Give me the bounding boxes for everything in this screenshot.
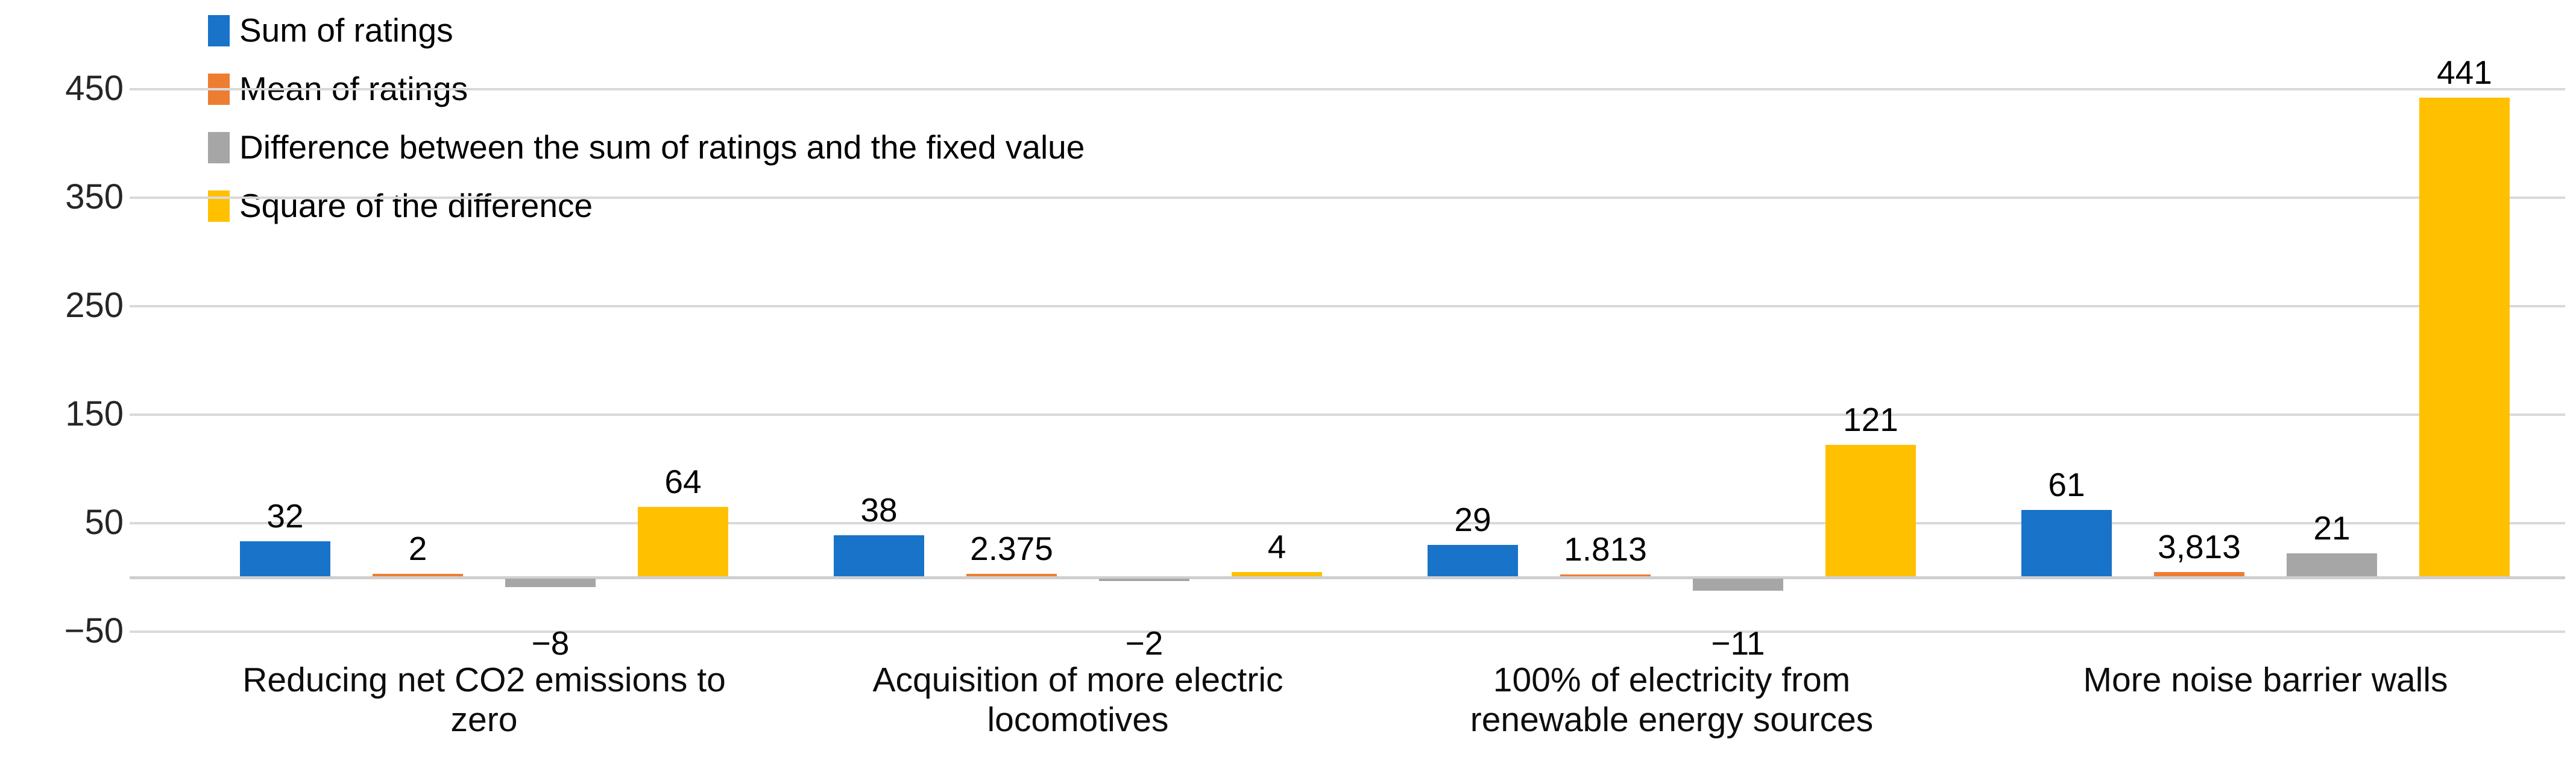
bar-value-label: 441 [2437,54,2492,91]
bar-value-label: 61 [2048,466,2085,503]
y-axis-tick-label: 450 [65,69,124,108]
category-label-line: Reducing net CO2 emissions to [242,661,726,699]
bar [1825,445,1916,576]
legend-label: Square of the difference [239,187,593,224]
legend-item: Sum of ratings [208,1,1085,60]
gridline [130,197,2565,199]
legend-item: Difference between the sum of ratings an… [208,118,1085,177]
gridline [130,414,2565,416]
bar [2154,572,2244,576]
bar [1693,579,1783,591]
legend-label: Difference between the sum of ratings an… [239,128,1085,166]
y-axis-tick-label: −50 [64,611,124,650]
category-label: Acquisition of more electric locomotives [783,660,1373,740]
zero-axis-line [130,576,2565,579]
legend-swatch-icon [208,190,230,222]
category-label: Reducing net CO2 emissions to zero [189,660,779,740]
gridline [130,630,2565,633]
bar-value-label: 29 [1454,501,1491,538]
bar [240,541,330,576]
y-axis-tick-label: 50 [84,503,124,542]
category-label-line: More noise barrier walls [2083,661,2448,699]
bar [505,579,596,587]
bar-value-label: 2.375 [970,530,1053,567]
bar-value-label: 2 [408,530,427,567]
bar [1560,574,1651,576]
gridline [130,522,2565,524]
bar-value-label: 4 [1267,528,1286,565]
bar [834,535,924,576]
category-label-line: 100% of electricity from [1493,661,1851,699]
bar-value-label: 3,813 [2158,528,2241,565]
bar-value-label: 121 [1843,401,1898,438]
bar-value-label: 21 [2313,509,2351,547]
bar-value-label: 1.813 [1564,530,1647,568]
category-label-line: zero [450,700,518,739]
bar [2021,510,2112,576]
category-label: More noise barrier walls [1970,660,2561,700]
bar [638,507,728,576]
category-label-line: Acquisition of more electric [872,661,1283,699]
category-label-line: renewable energy sources [1470,700,1874,739]
bar-value-label: −2 [1125,624,1164,662]
y-axis-tick-label: 350 [65,177,124,216]
bar-value-label: 38 [860,491,898,529]
bar-value-label: 64 [664,463,702,500]
bar [373,574,463,576]
legend-swatch-icon [208,131,230,163]
y-axis-tick-label: 150 [65,394,124,433]
legend-swatch-icon [208,14,230,46]
bar-value-label: −11 [1711,624,1765,662]
gridline [130,88,2565,90]
bar-value-label: −8 [531,624,570,662]
category-label: 100% of electricity from renewable energy… [1376,660,1967,740]
bar [966,574,1057,576]
bar [2287,553,2377,576]
bar [1428,545,1518,576]
gridline [130,305,2565,307]
bar [2419,98,2510,576]
category-label-line: locomotives [987,700,1169,739]
legend-label: Sum of ratings [239,11,453,49]
bar-value-label: 32 [266,497,304,535]
legend-item: Square of the difference [208,177,1085,235]
y-axis-tick-label: 250 [65,286,124,325]
legend: Sum of ratings Mean of ratings Difference … [208,1,1085,235]
bar [1232,572,1322,576]
bar [1099,579,1189,581]
